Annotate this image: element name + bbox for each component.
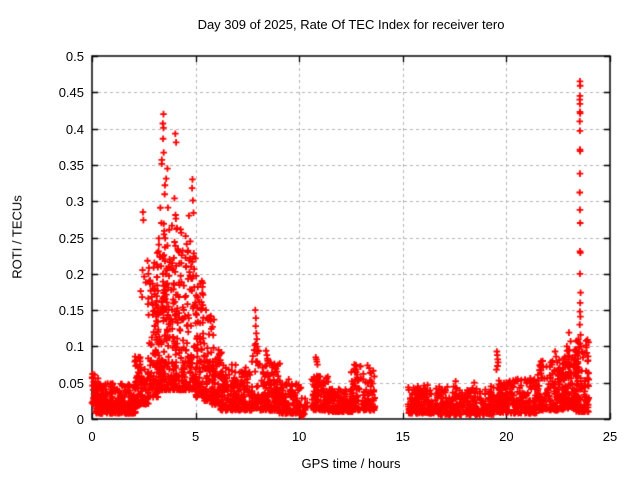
y-tick-label: 0.15 — [58, 303, 84, 319]
y-tick-label: 0.45 — [58, 85, 84, 101]
y-tick-label: 0.4 — [65, 121, 84, 137]
y-tick-label: 0.3 — [65, 194, 84, 210]
y-tick-label: 0.1 — [65, 339, 84, 355]
x-tick-label: 10 — [291, 429, 307, 444]
y-tick-label: 0.25 — [58, 230, 84, 246]
x-axis-title: GPS time / hours — [301, 456, 401, 471]
chart-title: Day 309 of 2025, Rate Of TEC Index for r… — [197, 17, 505, 32]
y-tick-label: 0 — [76, 412, 84, 427]
y-tick-label: 0.5 — [65, 49, 84, 64]
x-tick-label: 25 — [602, 429, 618, 444]
x-tick-label: 20 — [499, 429, 514, 444]
x-tick-label: 5 — [191, 429, 200, 444]
y-tick-label: 0.35 — [58, 157, 84, 173]
y-tick-label: 0.05 — [58, 375, 84, 391]
y-tick-label: 0.2 — [65, 266, 84, 282]
x-tick-label: 0 — [88, 429, 96, 444]
x-tick-label: 15 — [395, 429, 411, 444]
